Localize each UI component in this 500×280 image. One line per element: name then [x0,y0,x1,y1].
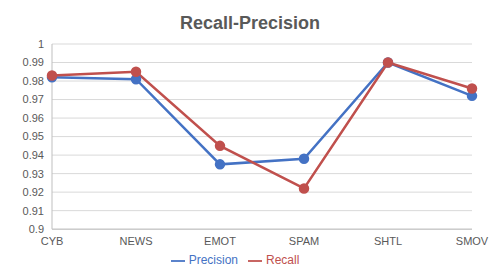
svg-text:0.95: 0.95 [23,130,44,142]
svg-text:SMOV: SMOV [456,235,489,247]
html-text:Precision: Precision [188,253,238,268]
svg-text:EMOT: EMOT [204,235,236,247]
svg-text:0.9: 0.9 [29,223,44,235]
svg-text:1: 1 [38,38,44,50]
svg-text:0.92: 0.92 [23,186,44,198]
svg-text:0.91: 0.91 [23,205,44,217]
svg-text:0.96: 0.96 [23,112,44,124]
svg-text:0.94: 0.94 [23,149,44,161]
svg-text:0.93: 0.93 [23,168,44,180]
html-text:Recall: Recall [266,253,300,268]
html-text:Recall-Precision: Recall-Precision [180,13,320,33]
svg-text:CYB: CYB [41,235,64,247]
svg-text:0.99: 0.99 [23,56,44,68]
svg-text:NEWS: NEWS [120,235,153,247]
svg-text:0.97: 0.97 [23,93,44,105]
svg-text:SPAM: SPAM [289,235,319,247]
svg-text:0.98: 0.98 [23,75,44,87]
svg-text:SHTL: SHTL [374,235,402,247]
